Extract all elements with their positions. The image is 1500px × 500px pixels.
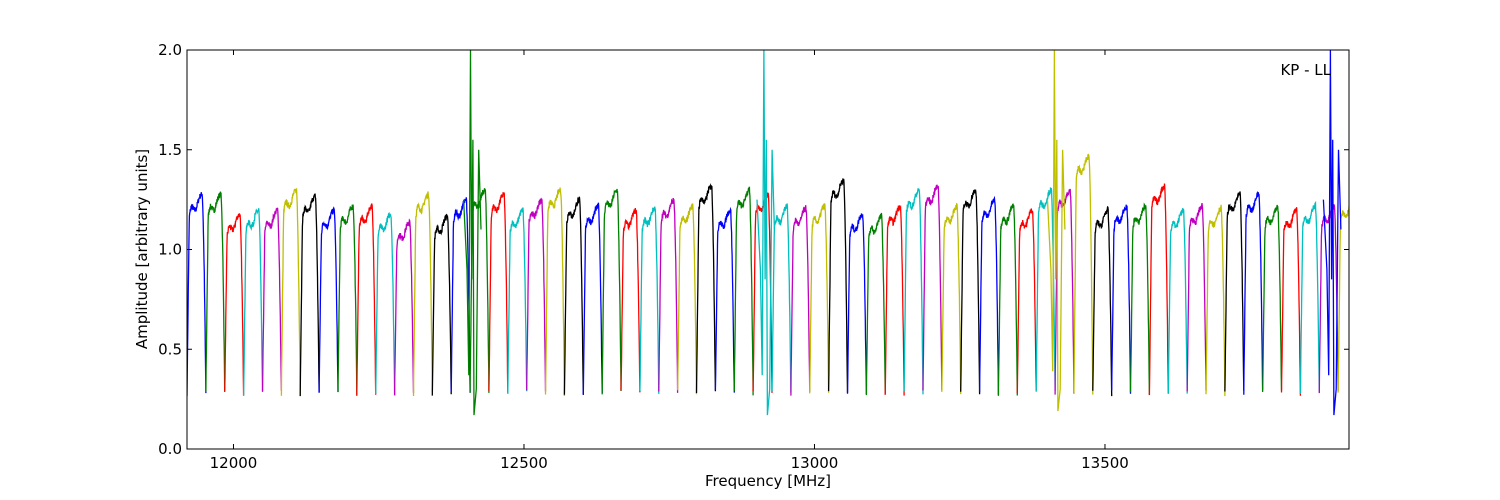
x-tick-label: 12000 [210, 454, 258, 472]
channel-curve [1261, 204, 1283, 393]
y-tick-label: 2.0 [158, 41, 182, 59]
channel-curve [1092, 205, 1113, 397]
channel-curve [488, 191, 509, 393]
channel-curve [375, 211, 396, 396]
series-layer [187, 50, 1349, 416]
channel-curve [846, 213, 868, 395]
channel-curve [1224, 191, 1245, 392]
x-tick-label: 13500 [1081, 454, 1129, 472]
channel-curve [224, 213, 245, 396]
corner-annotation: KP - LL [1280, 61, 1331, 79]
channel-curve [771, 203, 792, 393]
channel-curve [960, 189, 981, 395]
y-axis-label: Amplitude [arbitrary units] [133, 149, 151, 349]
channel-curve [827, 178, 849, 393]
channel-curve [1318, 204, 1339, 394]
channel-curve [507, 207, 528, 394]
channel-curve [526, 197, 547, 392]
channel-curve [639, 206, 660, 394]
channel-curve [1205, 204, 1226, 397]
channel-curve [299, 193, 320, 397]
channel-curve [978, 195, 1000, 395]
channel-curve [544, 187, 566, 397]
channel-curve [1129, 202, 1151, 395]
channel-curve [318, 206, 339, 393]
channel-curve [997, 203, 1018, 396]
channel-curve [941, 202, 962, 395]
axes-layer: 12000 12500 13000 13500 0.0 0.5 1.0 1.5 2.0 [158, 41, 1349, 472]
channel-curve [1243, 190, 1264, 395]
channel-curve [412, 191, 433, 397]
channel-curve [431, 213, 452, 396]
channel-curve [1016, 208, 1037, 394]
channel-curve [1299, 200, 1320, 394]
channel-curve [1337, 203, 1349, 393]
channel-curve [563, 196, 584, 395]
channel-curve [187, 192, 207, 397]
channel-curve [601, 188, 622, 395]
x-tick-label: 12500 [500, 454, 548, 472]
channel-curve [1035, 187, 1056, 392]
rfi-spike [756, 50, 776, 416]
channel-curve [658, 198, 679, 393]
y-tick-label: 1.5 [158, 141, 182, 159]
rfi-spike [1046, 50, 1066, 412]
rfi-spike [1322, 50, 1342, 416]
channel-curve [242, 208, 264, 396]
channel-curve [865, 212, 886, 396]
channel-curve [620, 207, 641, 393]
y-tick-label: 0.0 [158, 440, 182, 458]
channel-curve [280, 188, 301, 396]
channel-curve [695, 182, 717, 394]
channel-curve [261, 207, 283, 392]
channel-curve [356, 203, 377, 396]
plot-area [187, 50, 1349, 449]
channel-curve [1280, 207, 1302, 396]
y-tick-label: 1.0 [158, 241, 182, 259]
channel-curve [1073, 153, 1094, 395]
channel-curve [922, 184, 943, 391]
channel-curve [733, 186, 754, 396]
channel-curve [676, 202, 698, 395]
x-axis-label: Frequency [MHz] [705, 472, 831, 490]
channel-curve [205, 191, 226, 393]
channel-curve [1111, 204, 1132, 394]
channel-curve [1148, 183, 1169, 396]
channel-curve [393, 218, 415, 396]
channel-curve [1167, 207, 1188, 394]
channel-curve [809, 202, 830, 394]
y-tick-label: 0.5 [158, 340, 182, 358]
channel-curve [337, 204, 358, 396]
x-tick-label: 13000 [791, 454, 839, 472]
channel-curve [450, 197, 471, 393]
channel-curve [714, 206, 735, 393]
channel-curve [903, 188, 924, 395]
channel-curve [884, 205, 905, 396]
rfi-spike [462, 50, 482, 416]
channel-curve [1186, 203, 1207, 392]
channel-curve [582, 202, 603, 396]
channel-curve [790, 205, 811, 396]
